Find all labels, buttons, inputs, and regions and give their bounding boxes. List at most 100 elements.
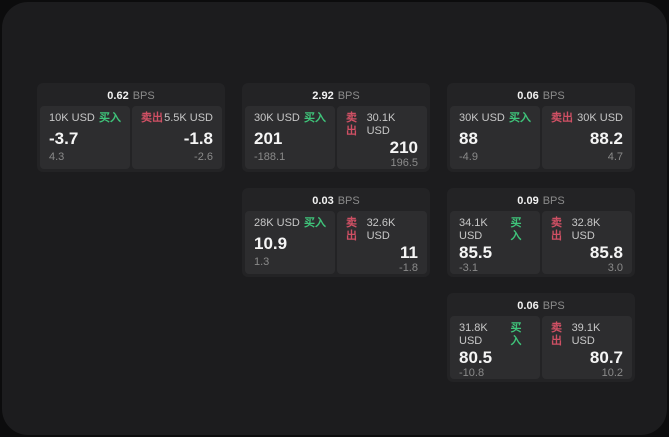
bps-value: 0.06	[517, 90, 539, 102]
sell-toprow: 卖出 39.1K USD	[551, 322, 623, 348]
sell-quote-tile[interactable]: 卖出 32.8K USD 85.8 3.0	[542, 211, 632, 274]
bps-unit-label: BPS	[132, 90, 155, 102]
buy-size-label: 30K USD	[254, 112, 300, 124]
buy-price-value: 201	[254, 128, 283, 148]
sell-quote-tile[interactable]: 卖出 30K USD 88.2 4.7	[542, 106, 632, 169]
buy-toprow: 30K USD 买入	[459, 112, 531, 125]
bps-header: 0.03 BPS	[245, 191, 427, 211]
sell-toprow: 卖出 32.6K USD	[346, 217, 418, 243]
bps-header: 0.06 BPS	[450, 86, 632, 106]
buy-quote-tile[interactable]: 28K USD 买入 10.9 1.3	[245, 211, 335, 274]
buy-delta-value: -4.9	[459, 151, 478, 163]
sell-toprow: 卖出 30K USD	[551, 112, 623, 125]
buy-size-label: 31.8K USD	[459, 322, 488, 347]
buy-side-label: 买入	[510, 322, 522, 347]
buy-side-label: 买入	[99, 112, 121, 124]
sell-delta-value: 10.2	[601, 367, 623, 379]
spread-card: 2.92 BPS 30K USD 买入 201 -188.1 卖出 30.1K …	[242, 83, 430, 172]
sell-quote-tile[interactable]: 卖出 39.1K USD 80.7 10.2	[542, 316, 632, 379]
sell-size-label: 32.6K USD	[366, 217, 396, 242]
sell-delta-value: -1.8	[399, 262, 418, 274]
sell-quote-tile[interactable]: 卖出 32.6K USD 11 -1.8	[337, 211, 427, 274]
sell-side-label: 卖出	[551, 217, 562, 242]
buy-delta-value: 1.3	[254, 256, 270, 268]
quote-panels: 30K USD 买入 201 -188.1 卖出 30.1K USD 210 1…	[245, 106, 427, 169]
bps-header: 0.62 BPS	[40, 86, 222, 106]
quote-panels: 31.8K USD 买入 80.5 -10.8 卖出 39.1K USD 80.…	[450, 316, 632, 379]
spread-card: 0.06 BPS 31.8K USD 买入 80.5 -10.8 卖出 39.1…	[447, 293, 635, 382]
spread-card: 0.03 BPS 28K USD 买入 10.9 1.3 卖出 32.6K US…	[242, 188, 430, 277]
buy-delta-value: 4.3	[49, 151, 65, 163]
sell-price-value: 88.2	[589, 128, 623, 148]
buy-delta-value: -3.1	[459, 262, 478, 274]
buy-delta-value: -10.8	[459, 367, 485, 379]
buy-quote-tile[interactable]: 34.1K USD 买入 85.5 -3.1	[450, 211, 540, 274]
sell-delta-value: 3.0	[607, 262, 623, 274]
bps-value: 2.92	[312, 90, 334, 102]
sell-size-label: 39.1K USD	[571, 322, 601, 347]
buy-toprow: 28K USD 买入	[254, 217, 326, 230]
sell-size-label: 30K USD	[577, 112, 623, 124]
sell-side-label: 卖出	[346, 217, 357, 242]
sell-side-label: 卖出	[551, 322, 562, 347]
bps-value: 0.03	[312, 195, 334, 207]
sell-price-value: -1.8	[183, 128, 213, 148]
bps-value: 0.09	[517, 195, 539, 207]
quote-card-grid: 0.62 BPS 10K USD 买入 -3.7 4.3 卖出 5.5K USD	[37, 83, 635, 382]
sell-price-value: 210	[389, 138, 418, 157]
sell-toprow: 卖出 30.1K USD	[346, 112, 418, 138]
bps-unit-label: BPS	[542, 90, 565, 102]
spread-card: 0.62 BPS 10K USD 买入 -3.7 4.3 卖出 5.5K USD	[37, 83, 225, 172]
bps-unit-label: BPS	[542, 300, 565, 312]
buy-price-value: 85.5	[459, 243, 493, 262]
buy-price-value: -3.7	[49, 128, 79, 148]
sell-quote-tile[interactable]: 卖出 5.5K USD -1.8 -2.6	[132, 106, 222, 169]
sell-price-value: 80.7	[589, 348, 623, 367]
buy-toprow: 31.8K USD 买入	[459, 322, 531, 348]
sell-side-label: 卖出	[551, 112, 573, 124]
buy-quote-tile[interactable]: 30K USD 买入 201 -188.1	[245, 106, 335, 169]
sell-delta-value: 196.5	[390, 157, 418, 169]
buy-size-label: 30K USD	[459, 112, 505, 124]
sell-toprow: 卖出 32.8K USD	[551, 217, 623, 243]
sell-size-label: 32.8K USD	[571, 217, 601, 242]
quote-panels: 34.1K USD 买入 85.5 -3.1 卖出 32.8K USD 85.8…	[450, 211, 632, 274]
buy-price-value: 80.5	[459, 348, 493, 367]
buy-quote-tile[interactable]: 30K USD 买入 88 -4.9	[450, 106, 540, 169]
buy-delta-value: -188.1	[254, 151, 286, 163]
spread-card: 0.06 BPS 30K USD 买入 88 -4.9 卖出 30K USD	[447, 83, 635, 172]
sell-delta-value: 4.7	[607, 151, 623, 163]
sell-size-label: 30.1K USD	[366, 112, 396, 137]
buy-size-label: 34.1K USD	[459, 217, 488, 242]
buy-side-label: 买入	[510, 217, 522, 242]
buy-side-label: 买入	[304, 217, 326, 229]
buy-toprow: 10K USD 买入	[49, 112, 121, 125]
buy-price-value: 10.9	[254, 233, 288, 253]
sell-size-label: 5.5K USD	[164, 112, 213, 124]
sell-quote-tile[interactable]: 卖出 30.1K USD 210 196.5	[337, 106, 427, 169]
sell-side-label: 卖出	[346, 112, 357, 137]
buy-quote-tile[interactable]: 10K USD 买入 -3.7 4.3	[40, 106, 130, 169]
quote-panels: 30K USD 买入 88 -4.9 卖出 30K USD 88.2 4.7	[450, 106, 632, 169]
quote-panels: 28K USD 买入 10.9 1.3 卖出 32.6K USD 11 -1.8	[245, 211, 427, 274]
bps-unit-label: BPS	[337, 195, 360, 207]
buy-size-label: 28K USD	[254, 217, 300, 229]
buy-side-label: 买入	[509, 112, 531, 124]
buy-toprow: 34.1K USD 买入	[459, 217, 531, 243]
sell-toprow: 卖出 5.5K USD	[141, 112, 213, 125]
sell-delta-value: -2.6	[194, 151, 213, 163]
sell-price-value: 85.8	[589, 243, 623, 262]
buy-quote-tile[interactable]: 31.8K USD 买入 80.5 -10.8	[450, 316, 540, 379]
quote-panels: 10K USD 买入 -3.7 4.3 卖出 5.5K USD -1.8 -2.…	[40, 106, 222, 169]
spread-card: 0.09 BPS 34.1K USD 买入 85.5 -3.1 卖出 32.8K…	[447, 188, 635, 277]
buy-toprow: 30K USD 买入	[254, 112, 326, 125]
bps-header: 0.09 BPS	[450, 191, 632, 211]
bps-header: 0.06 BPS	[450, 296, 632, 316]
buy-side-label: 买入	[304, 112, 326, 124]
bps-value: 0.06	[517, 300, 539, 312]
sell-price-value: 11	[400, 243, 418, 262]
sell-side-label: 卖出	[141, 112, 163, 124]
bps-unit-label: BPS	[542, 195, 565, 207]
bps-unit-label: BPS	[337, 90, 360, 102]
bps-value: 0.62	[107, 90, 129, 102]
